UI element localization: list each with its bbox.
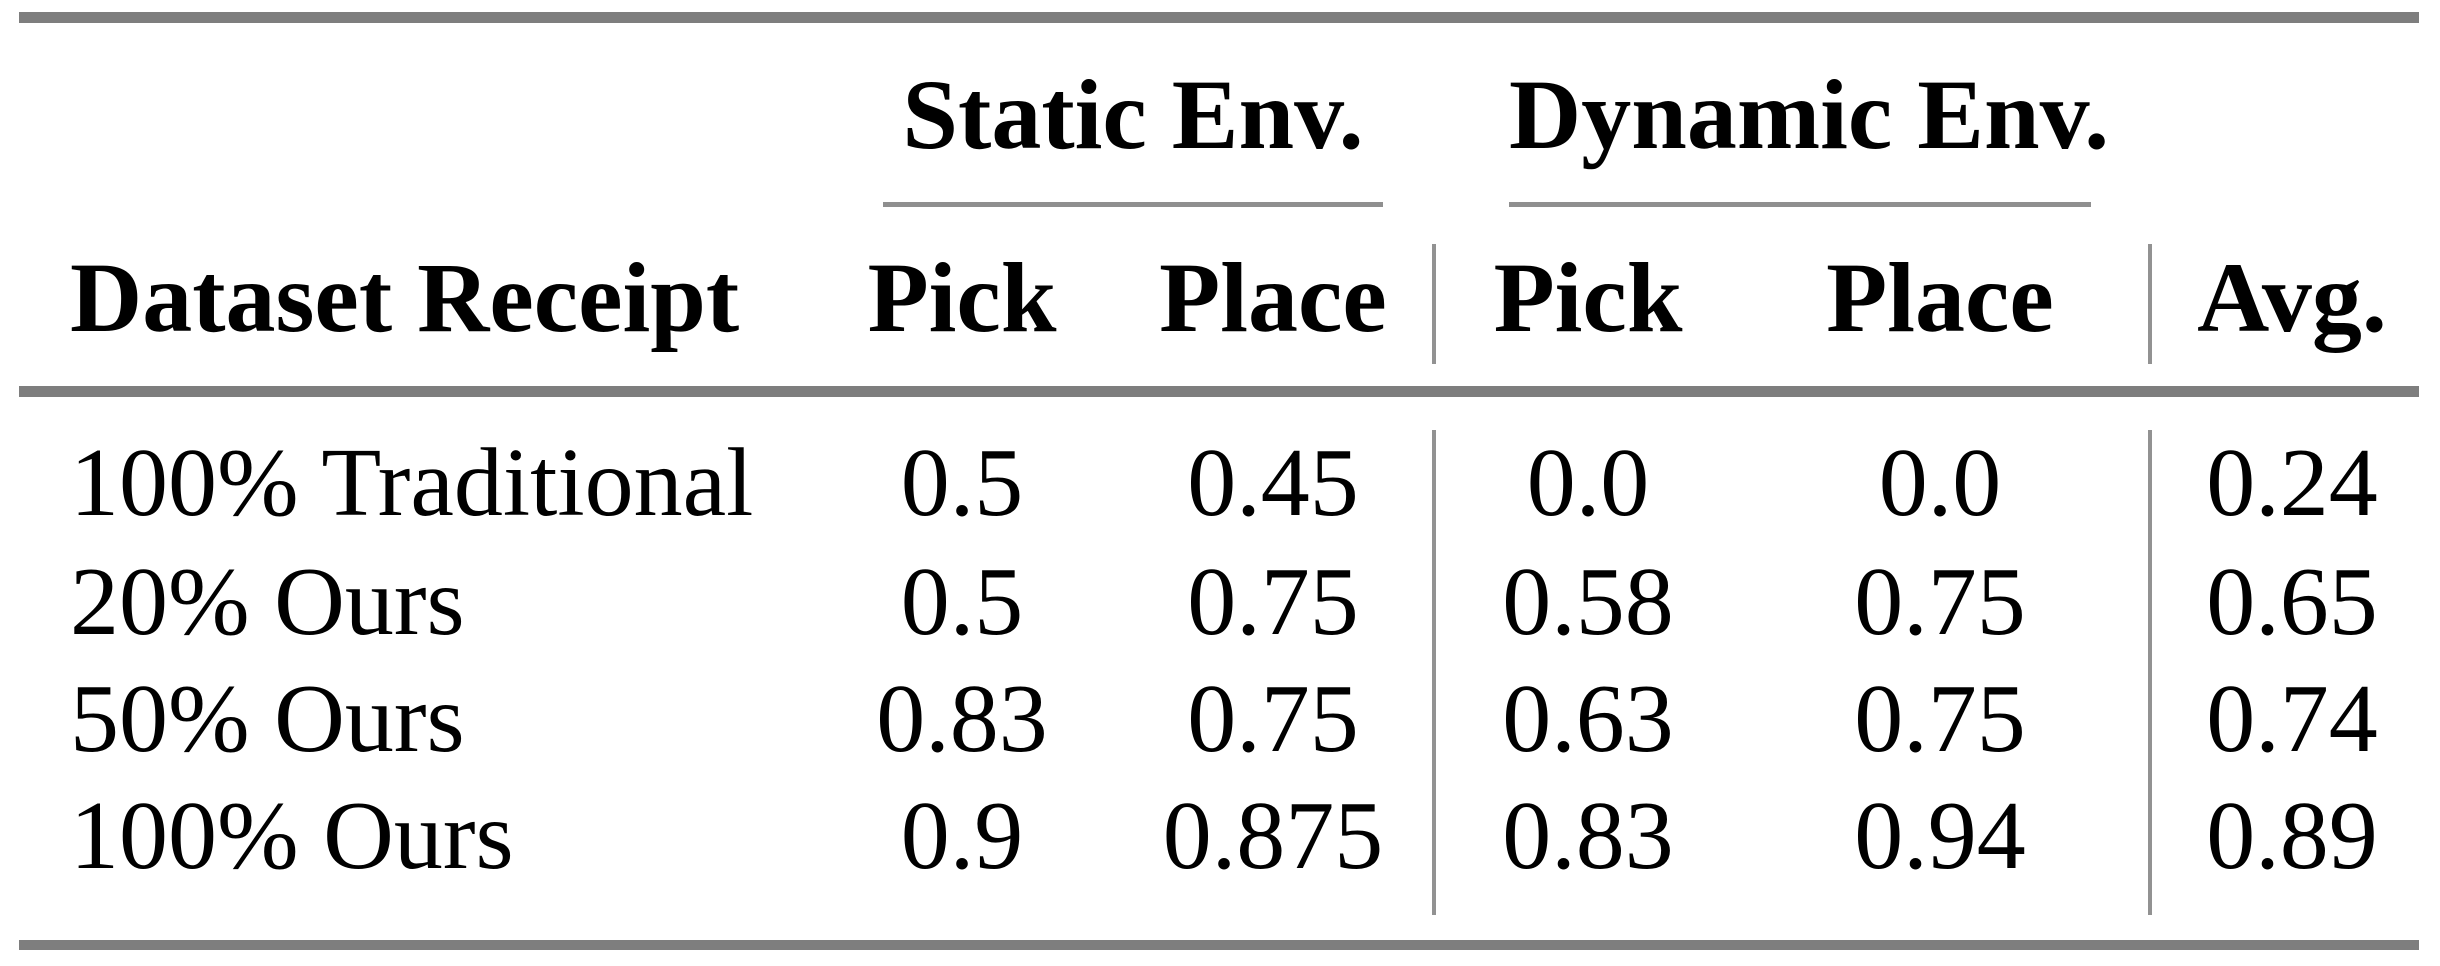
cell-static-place: 0.75 [1187,665,1359,773]
row-label: 50% Ours [70,665,465,773]
cell-static-pick: 0.5 [900,548,1024,656]
column-header-static-pick: Pick [867,242,1057,353]
cell-dynamic-pick: 0.0 [1526,429,1650,537]
cell-dynamic-pick: 0.83 [1502,782,1674,890]
header-vertical-separator-2 [2148,244,2152,364]
column-header-dynamic-pick: Pick [1493,242,1683,353]
table-bottom-rule [19,940,2419,950]
row-label: 100% Traditional [70,429,754,537]
column-header-dataset-receipt: Dataset Receipt [70,242,740,353]
dynamic-env-cmidrule [1509,202,2091,207]
cell-dynamic-place: 0.75 [1854,548,2026,656]
cell-avg: 0.24 [2206,429,2378,537]
column-header-static-place: Place [1159,242,1387,353]
column-header-avg: Avg. [2197,242,2387,353]
cell-avg: 0.65 [2206,548,2378,656]
cell-dynamic-pick: 0.58 [1502,548,1674,656]
cell-dynamic-place: 0.94 [1854,782,2026,890]
header-vertical-separator-1 [1432,244,1436,364]
cell-static-pick: 0.83 [876,665,1048,773]
static-env-cmidrule [883,202,1383,207]
cell-dynamic-place: 0.0 [1878,429,2002,537]
row-label: 20% Ours [70,548,465,656]
cell-dynamic-place: 0.75 [1854,665,2026,773]
row-label: 100% Ours [70,782,514,890]
body-vertical-separator-2 [2148,430,2152,915]
column-header-dynamic-place: Place [1826,242,2054,353]
table-top-rule [19,12,2419,23]
cell-static-place: 0.45 [1187,429,1359,537]
cell-static-pick: 0.5 [900,429,1024,537]
cell-static-place: 0.875 [1162,782,1384,890]
body-vertical-separator-1 [1432,430,1436,915]
table-mid-rule [19,386,2419,397]
group-header-dynamic-env: Dynamic Env. [1509,59,2110,170]
group-header-static-env: Static Env. [902,59,1364,170]
cell-static-place: 0.75 [1187,548,1359,656]
cell-avg: 0.74 [2206,665,2378,773]
cell-dynamic-pick: 0.63 [1502,665,1674,773]
cell-static-pick: 0.9 [900,782,1024,890]
cell-avg: 0.89 [2206,782,2378,890]
